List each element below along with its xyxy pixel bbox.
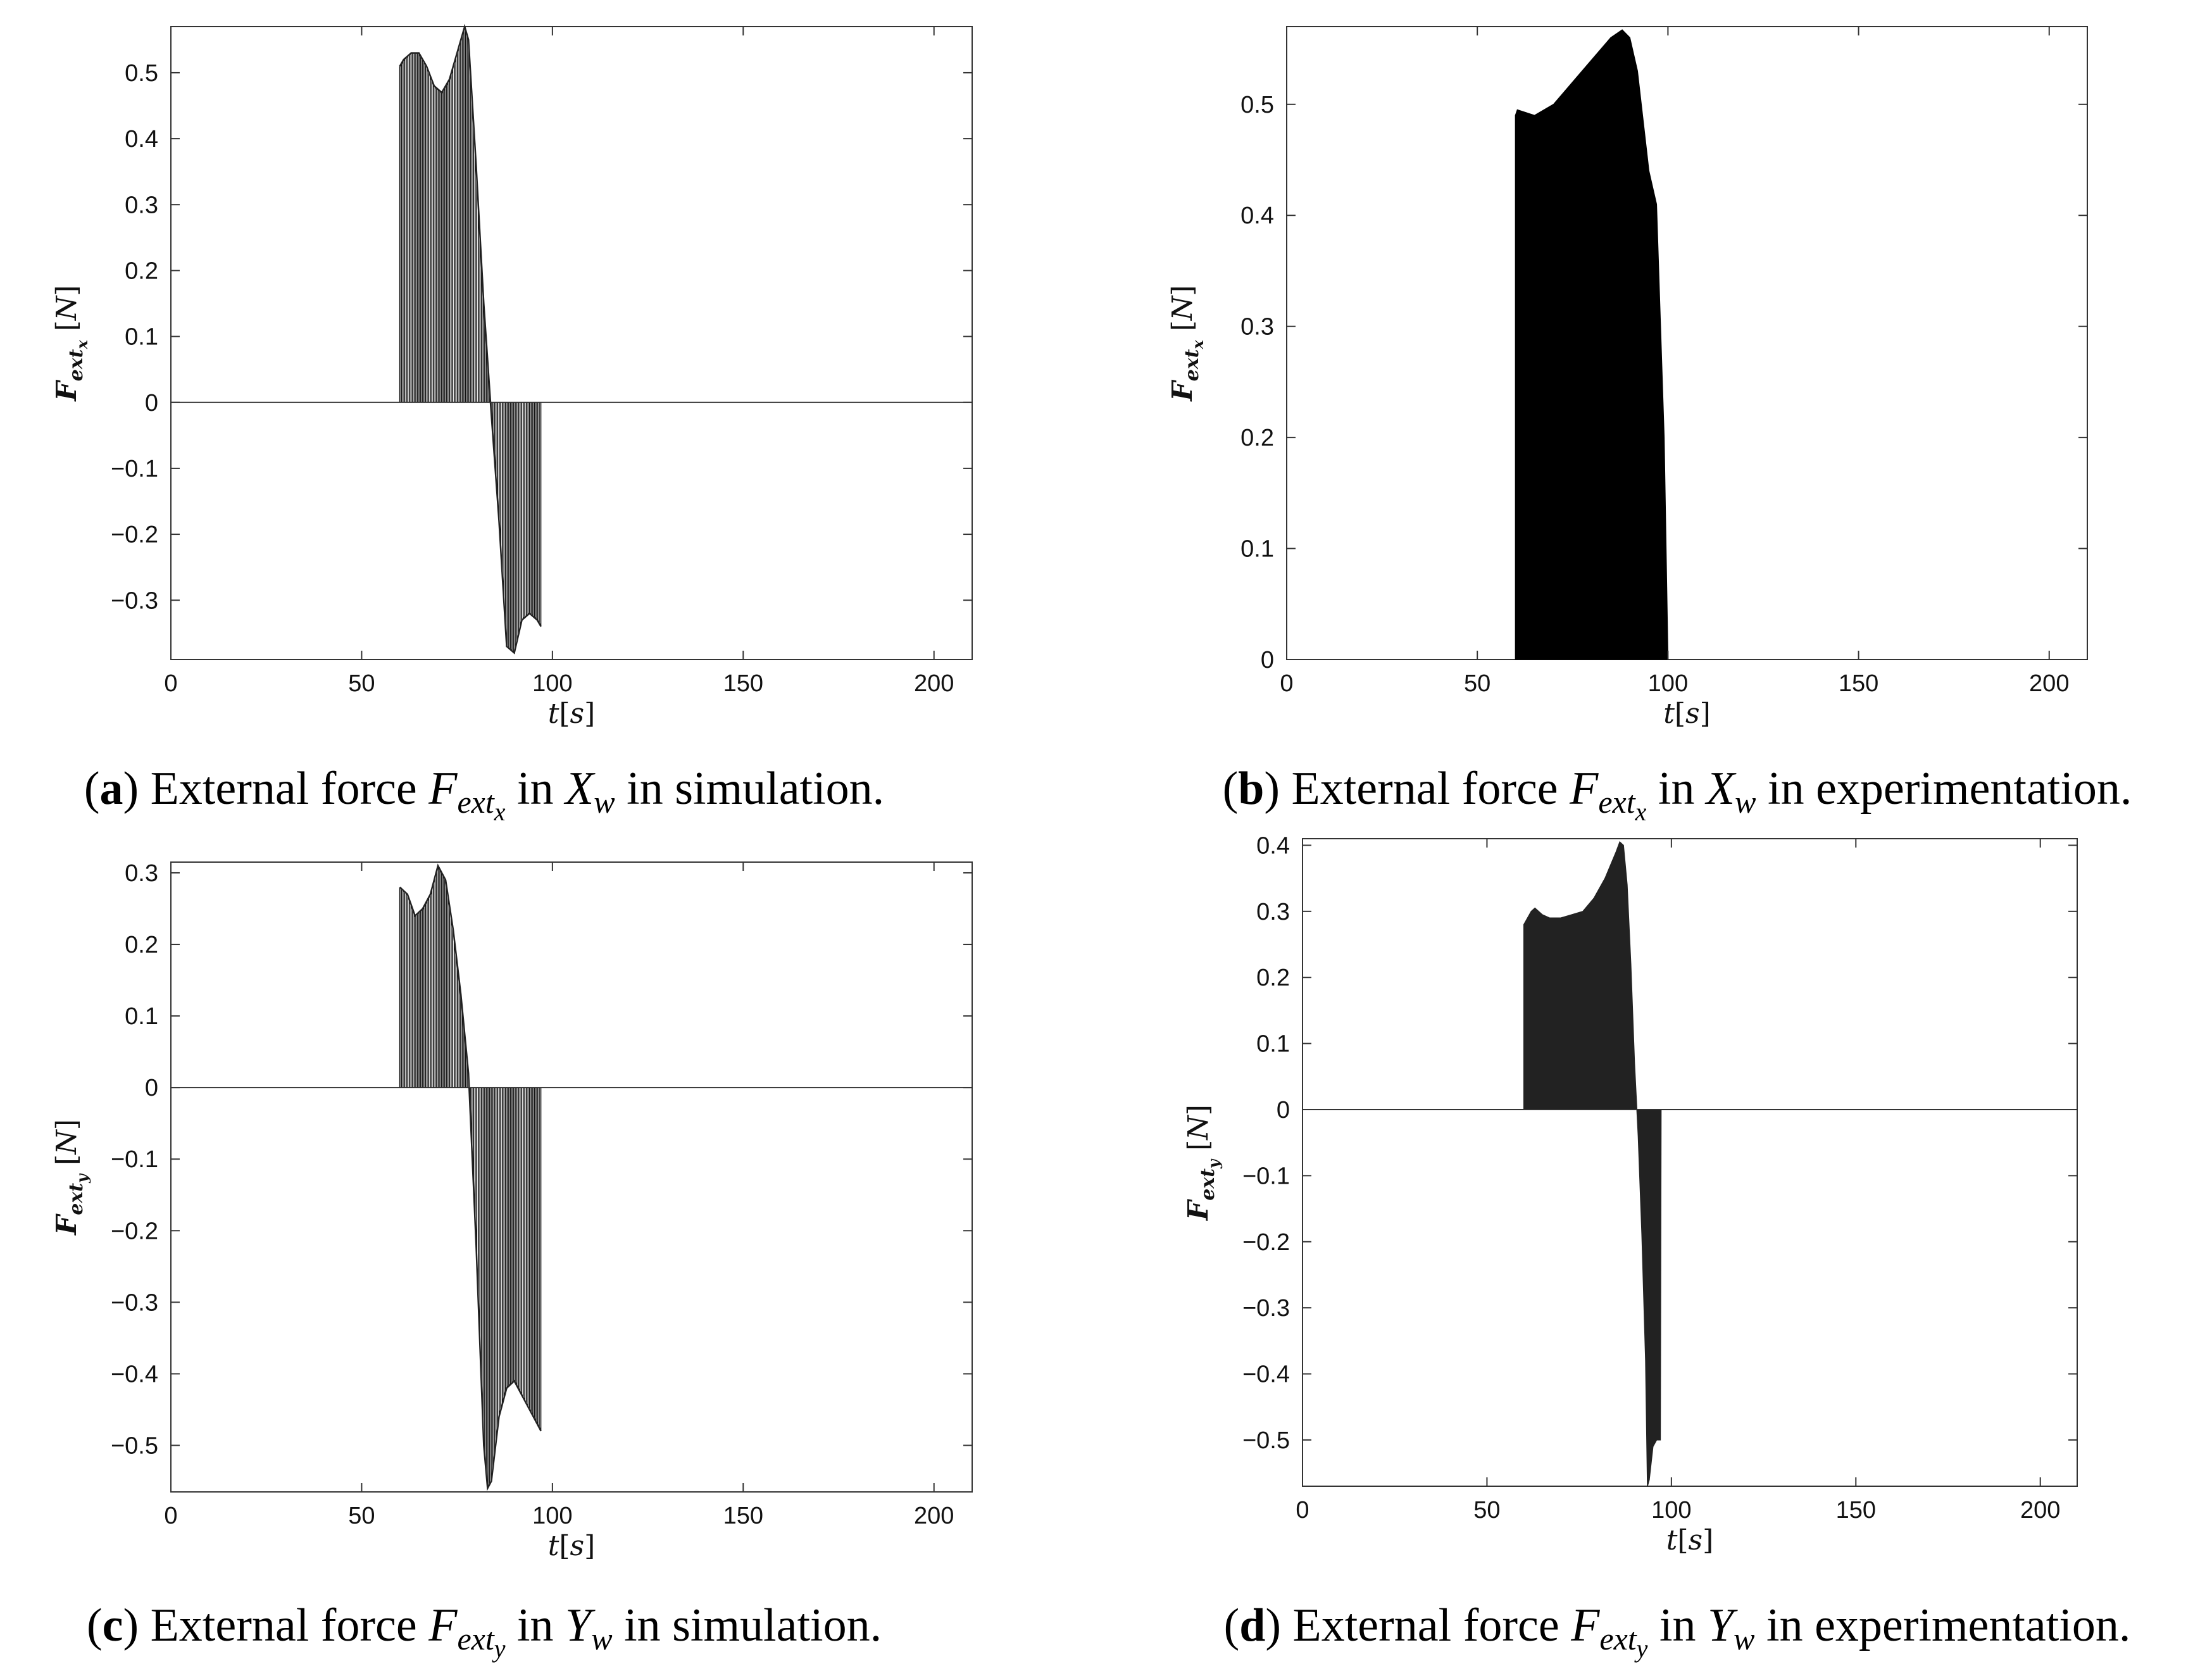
chart-a-ytick-label: 0.3 (125, 192, 158, 218)
chart-a-series (399, 23, 542, 654)
chart-d-axes-box (1302, 838, 2078, 1487)
chart-b-xtick-label: 200 (2029, 670, 2069, 697)
chart-a-ylabel: Fextx [N] (51, 285, 91, 402)
chart-d-ytick-label: −0.2 (1242, 1229, 1290, 1256)
chart-d: 0 50 100 150 200 −0.5 −0.4 −0.3 −0.2 −0.1 0 0.1 0.2 0… (1182, 832, 2078, 1556)
chart-a-ytick-label: −0.1 (111, 456, 158, 482)
chart-a-xtick-label: 100 (532, 670, 572, 697)
chart-d-ytick-label: −0.3 (1242, 1295, 1290, 1322)
chart-d-xtick-label: 100 (1651, 1497, 1691, 1524)
chart-d-ylabel: Fexty [N] (1182, 1105, 1223, 1222)
chart-c-ytick-label: −0.1 (111, 1146, 158, 1173)
chart-a-caption: (a) External force Fextx in Xw in simula… (84, 763, 884, 826)
chart-a: 0 50 100 150 200 −0.3 −0.2 −0.1 0 0.1 0.2 0.3 0.4 0.5… (51, 23, 973, 730)
chart-b-ylabel: Fextx [N] (1166, 285, 1207, 402)
chart-d-caption: (d) External force Fexty in Yw in experi… (1224, 1600, 2131, 1663)
chart-a-xtick-label: 150 (723, 670, 763, 697)
chart-a-xlabel: t[s] (548, 698, 596, 730)
chart-d-ytick-label: −0.4 (1242, 1362, 1290, 1388)
chart-d-ytick-label: 0.1 (1256, 1031, 1290, 1058)
chart-a-ytick-label: 0.1 (125, 324, 158, 351)
chart-d-ytick-label: 0 (1277, 1097, 1290, 1124)
chart-a-ytick-label: 0 (145, 390, 158, 416)
chart-a-xtick-label: 50 (348, 670, 375, 697)
chart-c-ytick-label: −0.2 (111, 1218, 158, 1244)
chart-b-xtick-label: 0 (1280, 670, 1293, 697)
chart-b-xtick-label: 50 (1464, 670, 1490, 697)
chart-d-ytick-label: 0.2 (1256, 965, 1290, 991)
chart-c-ytick-label: 0.1 (125, 1003, 158, 1030)
chart-a-envelope (399, 23, 542, 654)
chart-a-ytick-label: −0.3 (111, 587, 158, 614)
chart-c-envelope (399, 863, 542, 1491)
chart-c-ytick-label: 0.3 (125, 860, 158, 887)
chart-d-xtick-label: 200 (2020, 1497, 2060, 1524)
chart-a-ytick-label: 0.5 (125, 60, 158, 87)
chart-d-xlabel: t[s] (1666, 1524, 1714, 1556)
chart-b-ytick-label: 0.2 (1240, 425, 1274, 451)
chart-d-ytick-label: −0.1 (1242, 1163, 1290, 1189)
chart-d-area (1523, 841, 1662, 1487)
chart-b-xtick-label: 100 (1648, 670, 1688, 697)
chart-b-axes-box (1286, 26, 2088, 660)
chart-a-ytick-label: 0.2 (125, 258, 158, 284)
chart-c-ylabel: Fexty [N] (51, 1119, 91, 1236)
chart-d-ytick-label: −0.5 (1242, 1427, 1290, 1454)
chart-b-ytick-label: 0 (1261, 647, 1274, 673)
chart-a-xtick-label: 200 (914, 670, 954, 697)
chart-b-series (1515, 29, 1669, 660)
chart-c-ytick-label: 0.2 (125, 932, 158, 958)
chart-a-xtick-label: 0 (164, 670, 177, 697)
chart-c-series (399, 863, 542, 1491)
chart-c-ytick-label: 0 (145, 1075, 158, 1101)
chart-d-xtick-label: 150 (1836, 1497, 1876, 1524)
chart-b: 0 50 100 150 200 0 0.1 0.2 0.3 0.4 0.5 t[s] Fextx [N… (1166, 26, 2088, 730)
chart-d-xtick-label: 0 (1296, 1497, 1309, 1524)
chart-d-xtick-label: 50 (1473, 1497, 1500, 1524)
chart-a-ytick-label: 0.4 (125, 126, 158, 153)
chart-b-ytick-label: 0.1 (1240, 536, 1274, 563)
chart-c-xtick-label: 50 (348, 1503, 375, 1529)
chart-c-xtick-label: 100 (532, 1503, 572, 1529)
chart-c-xtick-label: 150 (723, 1503, 763, 1529)
chart-b-xlabel: t[s] (1663, 698, 1711, 730)
chart-c-axes-box (170, 861, 973, 1493)
chart-b-area (1515, 29, 1669, 660)
chart-c-ytick-label: −0.5 (111, 1433, 158, 1460)
chart-c-xtick-label: 0 (164, 1503, 177, 1529)
chart-b-ytick-label: 0.3 (1240, 314, 1274, 341)
chart-b-caption: (b) External force Fextx in Xw in experi… (1223, 763, 2132, 826)
chart-b-xtick-label: 150 (1839, 670, 1878, 697)
chart-b-ytick-label: 0.5 (1240, 92, 1274, 118)
chart-c: 0 50 100 150 200 −0.5 −0.4 −0.3 −0.2 −0.1 0 0.1 0.2 0… (51, 860, 973, 1562)
chart-d-ytick-label: 0.4 (1256, 832, 1290, 859)
chart-c-ytick-label: −0.4 (111, 1361, 158, 1387)
chart-b-ytick-label: 0.4 (1240, 203, 1274, 229)
chart-d-ytick-label: 0.3 (1256, 899, 1290, 925)
chart-d-series (1523, 841, 1662, 1487)
chart-c-xtick-label: 200 (914, 1503, 954, 1529)
chart-c-caption: (c) External force Fexty in Yw in simula… (87, 1600, 882, 1663)
chart-a-ytick-label: −0.2 (111, 522, 158, 548)
chart-c-ytick-label: −0.3 (111, 1289, 158, 1316)
chart-c-xlabel: t[s] (548, 1530, 596, 1562)
chart-a-axes-box (170, 26, 973, 660)
